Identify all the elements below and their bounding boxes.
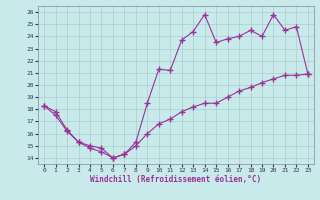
X-axis label: Windchill (Refroidissement éolien,°C): Windchill (Refroidissement éolien,°C) [91,175,261,184]
